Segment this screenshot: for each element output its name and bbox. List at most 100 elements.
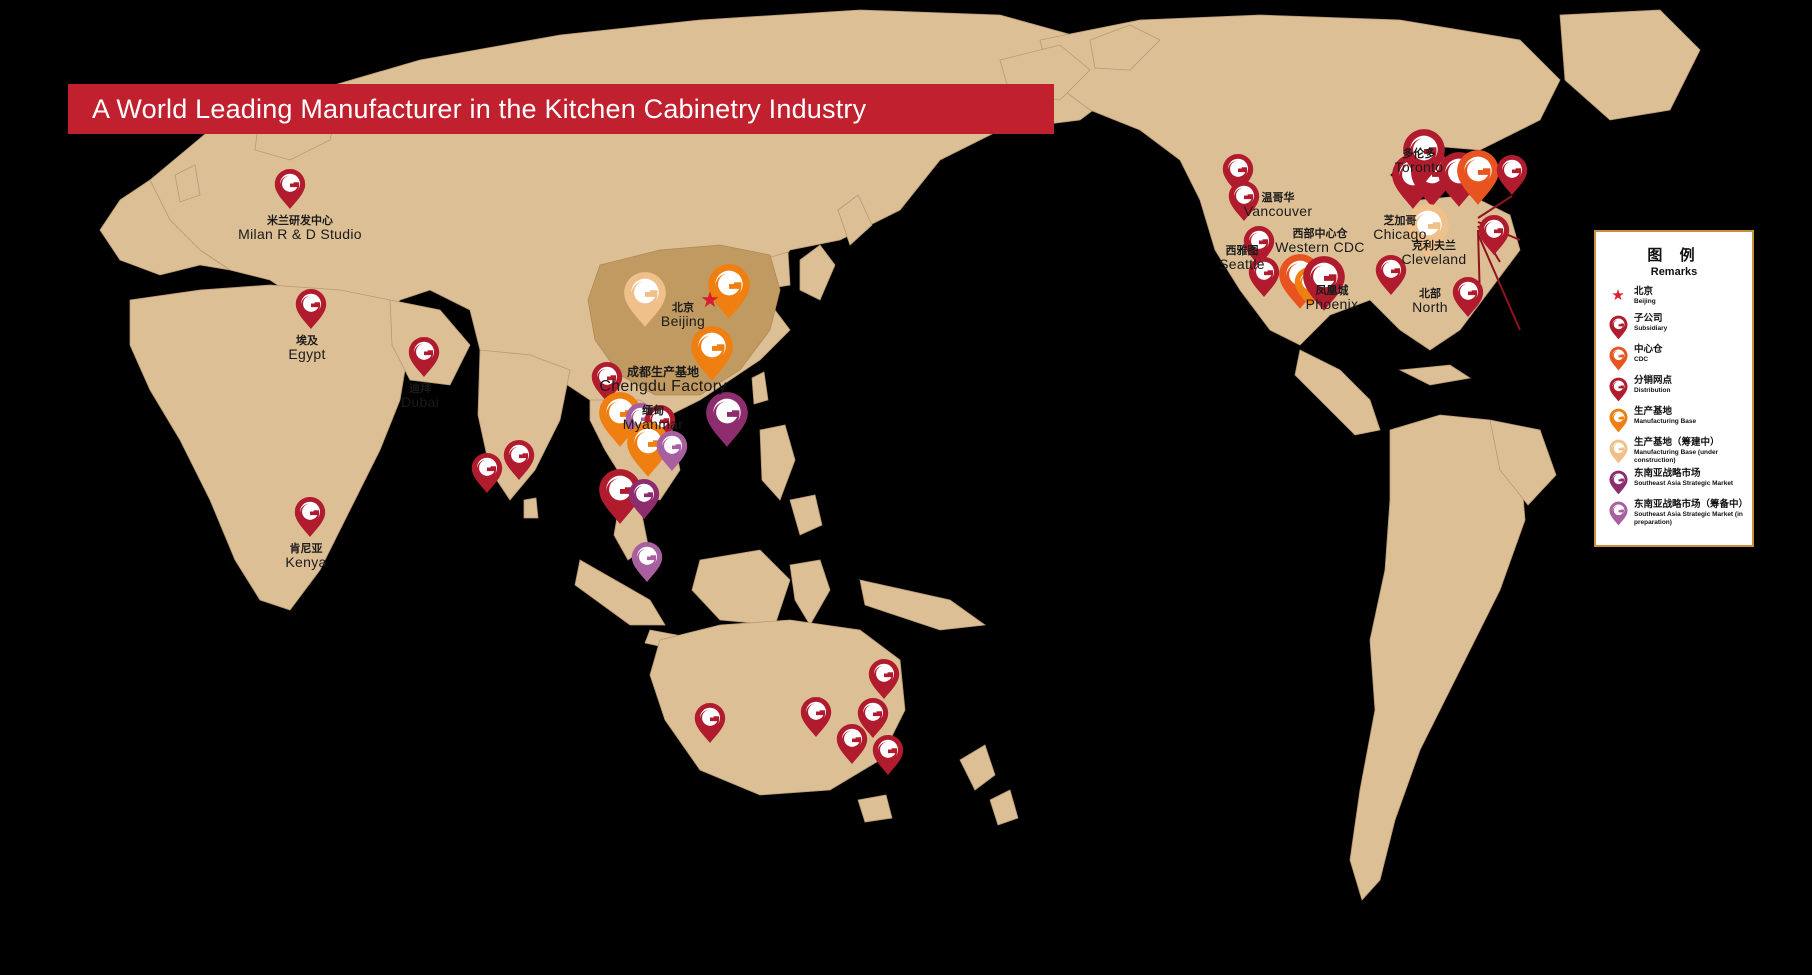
- pin-icon: [1604, 407, 1632, 433]
- marker-sea-e[interactable]: [656, 430, 688, 472]
- map-pin-icon: [1248, 256, 1280, 298]
- legend-label-en: Beijing: [1634, 297, 1656, 305]
- map-pin-icon: [631, 541, 663, 583]
- marker-tasmania[interactable]: [872, 734, 904, 776]
- legend-label-cn: 东南亚战略市场: [1634, 468, 1701, 480]
- marker-east-1[interactable]: [1478, 214, 1510, 256]
- marker-guangdong[interactable]: [690, 325, 734, 382]
- marker-shanghai[interactable]: [707, 263, 751, 320]
- marker-brisbane[interactable]: [857, 697, 889, 739]
- map-pin-icon: [857, 697, 889, 739]
- pin-icon: [1604, 438, 1632, 464]
- map-pin-icon: [1456, 149, 1500, 206]
- legend-label-cn: 分销网点: [1634, 375, 1673, 386]
- legend-item-subsidiary: 子公司 Subsidiary: [1604, 313, 1744, 340]
- legend-label-en: Distribution: [1634, 386, 1671, 394]
- legend-label-cn: 生产基地: [1634, 406, 1673, 417]
- map-pin-icon: [1375, 254, 1407, 296]
- marker-west-1[interactable]: [1248, 256, 1280, 298]
- map-pin-icon: [295, 288, 327, 330]
- legend-item-text: 北京 Beijing: [1632, 286, 1656, 306]
- pin-icon: [1604, 469, 1632, 495]
- map-pin-icon: [705, 391, 749, 448]
- marker-florida[interactable]: [1452, 276, 1484, 318]
- marker-perth[interactable]: [694, 702, 726, 744]
- map-pin-icon: [1452, 276, 1484, 318]
- map-pin-icon: [1406, 203, 1450, 260]
- legend-label-cn: 生产基地（筹建中）: [1634, 437, 1720, 448]
- map-pin-icon: [868, 658, 900, 700]
- marker-philippines[interactable]: [705, 391, 749, 448]
- map-pin-icon: [1228, 180, 1260, 222]
- marker-sydney[interactable]: [868, 658, 900, 700]
- marker-toronto[interactable]: [1402, 128, 1446, 185]
- marker-chengdu[interactable]: [623, 271, 667, 328]
- marker-sea-d[interactable]: [626, 421, 670, 478]
- map-pin-icon: [1402, 128, 1446, 185]
- marker-north[interactable]: [1406, 203, 1450, 260]
- map-pin-icon: [836, 723, 868, 765]
- legend-item-text: 分销网点 Distribution: [1632, 375, 1673, 395]
- marker-india-west[interactable]: [471, 452, 503, 494]
- map-pin-icon: [694, 702, 726, 744]
- marker-malaysia-b[interactable]: [628, 478, 660, 520]
- marker-cleveland-2[interactable]: [1456, 149, 1500, 206]
- map-pin-icon: [623, 271, 667, 328]
- legend-item-text: 子公司 Subsidiary: [1632, 313, 1668, 333]
- pin-icon: [1604, 314, 1632, 340]
- pin-icon: [1604, 376, 1632, 402]
- legend-item-text: 东南亚战略市场 Southeast Asia Strategic Market: [1632, 468, 1734, 488]
- marker-vancouver-2[interactable]: [1228, 180, 1260, 222]
- legend-label-en: Subsidiary: [1634, 324, 1668, 332]
- marker-india-south[interactable]: [503, 439, 535, 481]
- legend-item-manufacturing-uc: 生产基地（筹建中） Manufacturing Base (under const…: [1604, 437, 1744, 464]
- map-pin-icon: [471, 452, 503, 494]
- legend-title-en: Remarks: [1650, 266, 1698, 278]
- legend-item-manufacturing: 生产基地 Manufacturing Base: [1604, 406, 1744, 433]
- legend-item-text: 东南亚战略市场（筹备中） Southeast Asia Strategic Mar…: [1632, 499, 1749, 526]
- legend-item-text: 生产基地 Manufacturing Base: [1632, 406, 1697, 426]
- legend-label-cn: 东南亚战略市场（筹备中）: [1634, 499, 1749, 511]
- star-icon: ★: [1611, 287, 1625, 304]
- legend-item-text: 中心仓 CDC: [1632, 344, 1663, 364]
- marker-newyork[interactable]: [1496, 154, 1528, 196]
- legend-label-en: Manufacturing Base: [1634, 417, 1697, 425]
- legend-item-star: ★ 北京 Beijing: [1604, 286, 1744, 309]
- map-pin-icon: [1302, 255, 1346, 312]
- pin-icon: [1604, 345, 1632, 371]
- marker-east-2[interactable]: [1375, 254, 1407, 296]
- marker-egypt[interactable]: [295, 288, 327, 330]
- map-pin-icon: [503, 439, 535, 481]
- legend-label-en: CDC: [1634, 355, 1649, 363]
- marker-seattle[interactable]: [1243, 225, 1275, 267]
- map-pin-icon: [626, 421, 670, 478]
- map-pin-icon: [1478, 214, 1510, 256]
- legend-label-cn: 北京: [1634, 286, 1654, 297]
- marker-western-cdc-3[interactable]: [1302, 255, 1346, 312]
- legend-item-sea-market-prep: 东南亚战略市场（筹备中） Southeast Asia Strategic Mar…: [1604, 499, 1749, 526]
- marker-kenya[interactable]: [294, 496, 326, 538]
- legend-label-en: Southeast Asia Strategic Market: [1634, 480, 1734, 488]
- legend-label-cn: 中心仓: [1634, 344, 1663, 355]
- map-pin-icon: [408, 336, 440, 378]
- marker-adelaide[interactable]: [800, 696, 832, 738]
- legend-rows: ★ 北京 Beijing 子公司 Subsidiary 中心仓 CDC 分销网点 Distrib…: [1604, 286, 1749, 526]
- legend-panel: 图 例 Remarks ★ 北京 Beijing 子公司 Subsidiary 中心仓 CD…: [1594, 230, 1754, 548]
- marker-myanmar[interactable]: [591, 361, 623, 403]
- marker-milan[interactable]: [274, 168, 306, 210]
- map-pin-icon: [598, 468, 642, 525]
- marker-melbourne[interactable]: [836, 723, 868, 765]
- legend-title-cn: 图 例: [1647, 246, 1701, 264]
- marker-dubai[interactable]: [408, 336, 440, 378]
- marker-indonesia[interactable]: [631, 541, 663, 583]
- title-banner: A World Leading Manufacturer in the Kitc…: [68, 84, 1054, 134]
- map-pin-icon: [591, 361, 623, 403]
- beijing-star-icon: ★: [700, 287, 720, 312]
- marker-malaysia-a[interactable]: [598, 468, 642, 525]
- map-pin-icon: [294, 496, 326, 538]
- map-pin-icon: [656, 430, 688, 472]
- pin-icon: [1604, 500, 1632, 526]
- legend-label-en: Southeast Asia Strategic Market (in prep…: [1634, 511, 1743, 526]
